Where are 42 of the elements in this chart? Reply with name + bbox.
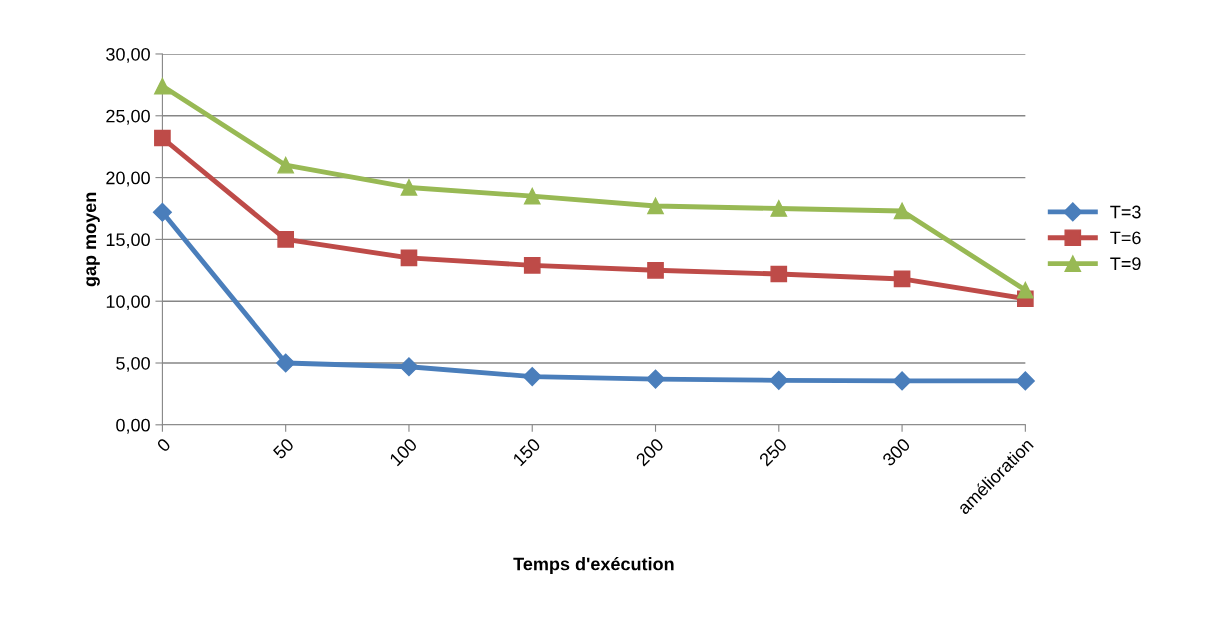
point	[770, 265, 788, 283]
y-tick-label: 25,00	[106, 109, 150, 125]
y-tick-label: 15,00	[106, 233, 150, 249]
point	[277, 156, 295, 174]
point	[154, 77, 171, 95]
y-tick-label: 20,00	[106, 171, 150, 187]
y-tick-label: 5,00	[116, 356, 150, 372]
point	[769, 370, 789, 390]
point	[770, 200, 788, 217]
legend-label: T=9	[1110, 257, 1141, 271]
x-tick-label: 0	[156, 437, 172, 453]
x-tick-label: 200	[635, 437, 665, 467]
point	[154, 129, 171, 147]
point	[276, 353, 296, 373]
point	[647, 197, 664, 215]
point	[523, 187, 541, 205]
x-tick-label: 300	[881, 437, 911, 467]
point	[892, 371, 912, 391]
point	[400, 249, 418, 267]
legend-label: T=6	[1110, 231, 1141, 245]
legend-label: T=3	[1110, 205, 1141, 219]
y-tick-label: 0,00	[116, 418, 150, 434]
x-axis-title: Temps d'exécution	[513, 556, 674, 574]
point	[893, 202, 911, 220]
x-tick-label: 50	[272, 437, 295, 460]
y-tick-label: 10,00	[106, 295, 150, 311]
point	[893, 270, 911, 288]
x-tick-label: 100	[388, 437, 418, 467]
point	[647, 261, 664, 279]
y-tick-label: 30,00	[106, 47, 150, 63]
x-tick-label: 250	[758, 437, 788, 467]
point	[1017, 281, 1034, 299]
point	[152, 202, 172, 222]
point	[645, 369, 666, 389]
point	[522, 367, 542, 387]
point	[400, 179, 418, 196]
x-tick-label: 150	[512, 437, 542, 467]
y-axis-title: gap moyen	[86, 192, 100, 287]
point	[1015, 371, 1035, 391]
point	[523, 257, 541, 274]
point	[399, 357, 419, 377]
point	[277, 231, 295, 248]
